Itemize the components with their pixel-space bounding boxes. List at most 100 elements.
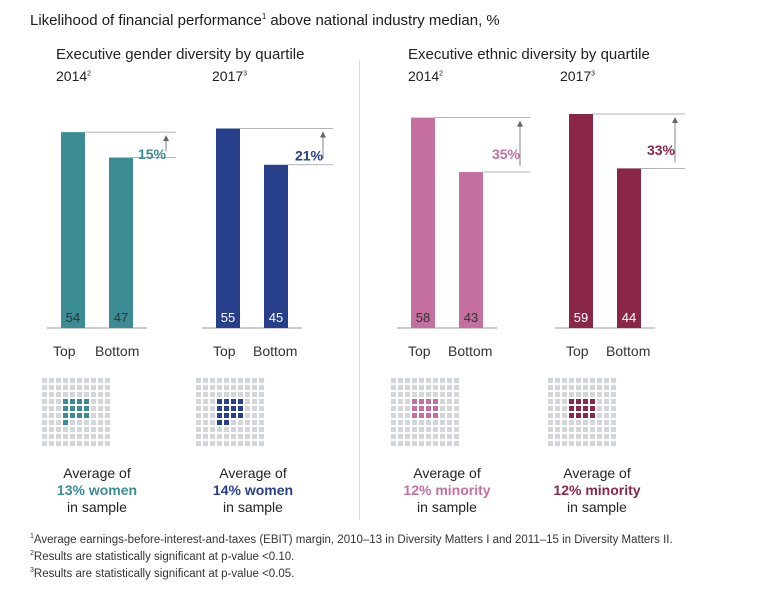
x-tick-label: Top <box>213 343 236 359</box>
waffle-cell <box>77 378 82 383</box>
waffle-cell <box>398 399 403 404</box>
waffle-cell <box>604 399 609 404</box>
waffle-cell <box>56 392 61 397</box>
waffle-cell <box>84 434 89 439</box>
waffle-cell <box>91 441 96 446</box>
sample-caption: Average of 14% women in sample <box>212 465 294 515</box>
waffle-cell <box>454 399 459 404</box>
waffle-cell <box>576 441 581 446</box>
waffle-cell <box>391 399 396 404</box>
waffle-cell <box>454 406 459 411</box>
waffle-cell <box>405 434 410 439</box>
waffle-cell <box>412 413 417 418</box>
waffle-cell <box>231 413 236 418</box>
waffle-cell <box>259 434 264 439</box>
waffle-cell <box>447 399 452 404</box>
waffle-cell <box>98 385 103 390</box>
waffle-cell <box>70 385 75 390</box>
waffle-cell <box>569 413 574 418</box>
waffle-cell <box>454 385 459 390</box>
waffle-cell <box>217 406 222 411</box>
waffle-cell <box>611 406 616 411</box>
waffle-cell <box>569 378 574 383</box>
waffle-cell <box>454 413 459 418</box>
waffle-cell <box>576 399 581 404</box>
waffle-cell <box>70 406 75 411</box>
waffle-cell <box>252 420 257 425</box>
waffle-cell <box>84 392 89 397</box>
waffle-cell <box>604 392 609 397</box>
waffle-cell <box>98 392 103 397</box>
waffle-cell <box>562 434 567 439</box>
waffle-cell <box>583 420 588 425</box>
waffle-cell <box>245 413 250 418</box>
waffle-cell <box>56 378 61 383</box>
waffle-cell <box>203 385 208 390</box>
waffle-cell <box>576 413 581 418</box>
waffle-cell <box>259 399 264 404</box>
waffle-cell <box>611 420 616 425</box>
waffle-cell <box>77 392 82 397</box>
waffle-cell <box>576 378 581 383</box>
waffle-cell <box>433 385 438 390</box>
waffle-cell <box>259 441 264 446</box>
waffle-cell <box>231 441 236 446</box>
waffle-cell <box>49 385 54 390</box>
waffle-cell <box>77 420 82 425</box>
waffle-cell <box>231 399 236 404</box>
waffle-cell <box>405 406 410 411</box>
waffle-cell <box>597 399 602 404</box>
waffle-cell <box>49 441 54 446</box>
waffle-cell <box>91 420 96 425</box>
waffle-cell <box>597 441 602 446</box>
waffle-cell <box>576 406 581 411</box>
waffle-cell <box>597 406 602 411</box>
waffle-cell <box>245 406 250 411</box>
waffle-cell <box>426 434 431 439</box>
waffle-cell <box>562 385 567 390</box>
waffle-cell <box>49 420 54 425</box>
x-tick-label: Top <box>566 343 589 359</box>
waffle-cell <box>398 378 403 383</box>
waffle-cell <box>210 399 215 404</box>
year-label: 20142 <box>408 68 444 84</box>
waffle-cell <box>63 399 68 404</box>
waffle-cell <box>252 406 257 411</box>
delta-arrow-head <box>672 117 678 123</box>
waffle-cell <box>252 399 257 404</box>
sample-caption: Average of 12% minority in sample <box>403 465 491 515</box>
bar-value-label: 45 <box>269 310 283 325</box>
waffle-cell <box>210 420 215 425</box>
delta-label: 15% <box>138 146 167 162</box>
waffle-cell <box>63 392 68 397</box>
waffle-cell <box>405 392 410 397</box>
waffle-cell <box>433 406 438 411</box>
waffle-cell <box>426 441 431 446</box>
waffle-cell <box>98 420 103 425</box>
waffle-cell <box>583 427 588 432</box>
waffle-cell <box>412 406 417 411</box>
waffle-cell <box>405 441 410 446</box>
waffle-cell <box>203 420 208 425</box>
waffle-cell <box>238 385 243 390</box>
waffle-cell <box>454 441 459 446</box>
waffle-cell <box>224 413 229 418</box>
bar-value-label: 59 <box>574 310 588 325</box>
bar-value-label: 43 <box>464 310 478 325</box>
waffle-cell <box>548 399 553 404</box>
waffle-cell <box>590 385 595 390</box>
waffle-cell <box>70 420 75 425</box>
waffle-cell <box>210 385 215 390</box>
bar-top <box>569 114 593 328</box>
waffle-cell <box>70 413 75 418</box>
waffle-cell <box>419 392 424 397</box>
waffle-cell <box>210 427 215 432</box>
delta-arrow-head <box>163 135 169 142</box>
bar-value-label: 47 <box>114 310 128 325</box>
waffle-cell <box>555 399 560 404</box>
waffle-cell <box>597 420 602 425</box>
waffle-cell <box>391 427 396 432</box>
waffle-cell <box>77 399 82 404</box>
waffle-cell <box>583 385 588 390</box>
waffle-cell <box>203 378 208 383</box>
